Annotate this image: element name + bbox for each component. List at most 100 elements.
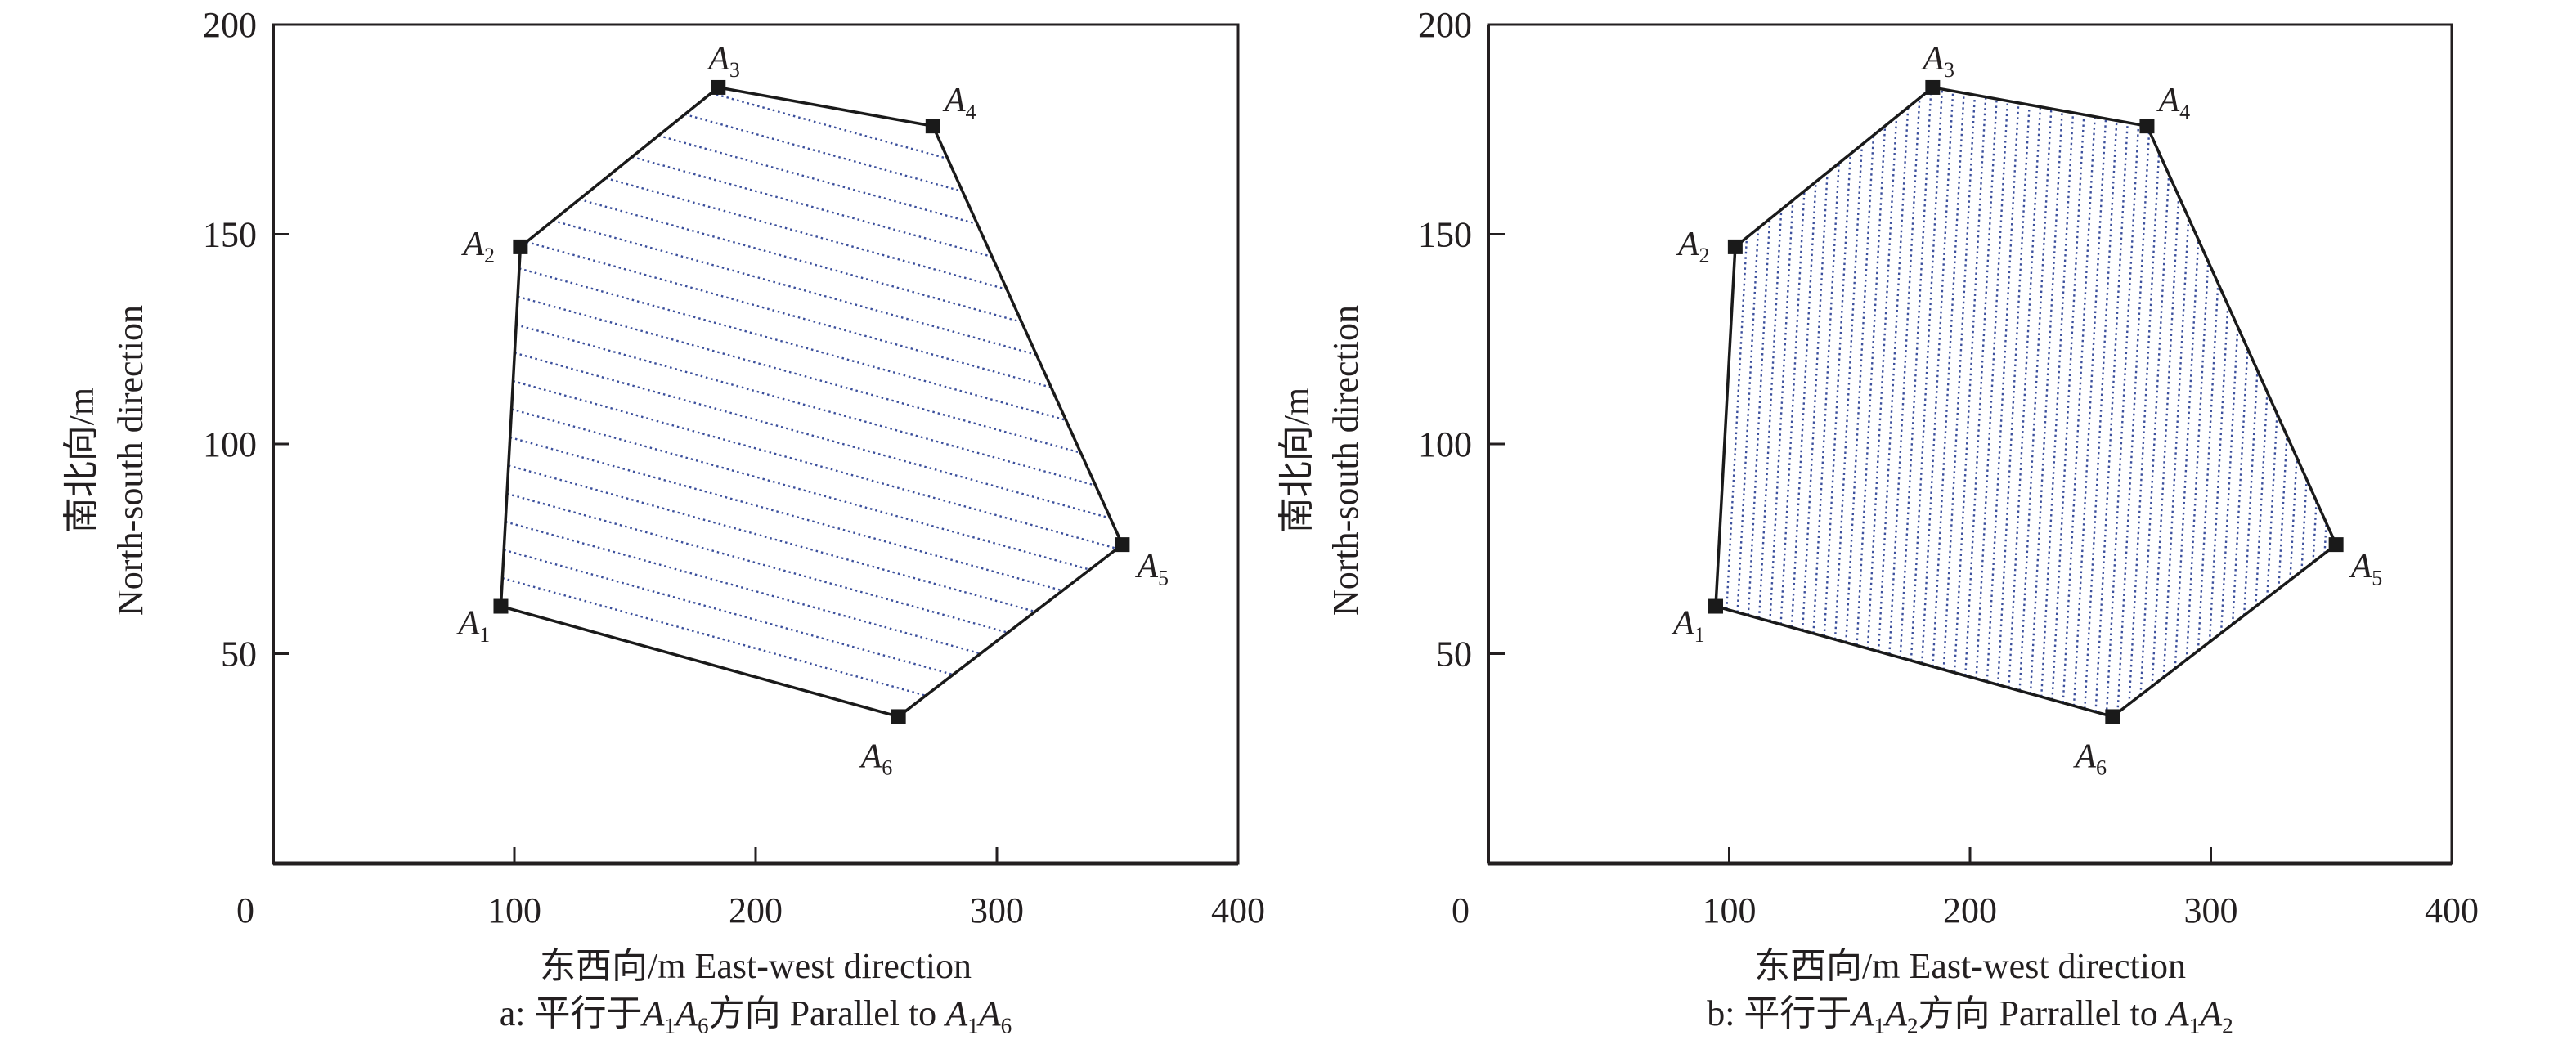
x-tick-label: 0: [1452, 890, 1470, 930]
panel-caption: b: 平行于A1​A2​方向 Parrallel to A1​A2​: [1707, 993, 2233, 1038]
y-tick-label: 100: [203, 424, 257, 464]
hatch-line: [1833, 144, 1864, 640]
hatch-line: [1845, 135, 1875, 643]
vertex-marker-a6: [891, 709, 906, 724]
y-tick-label: 50: [1436, 634, 1472, 675]
hatch-line: [505, 521, 981, 655]
hatch-line: [2040, 112, 2075, 697]
hatch-line: [2174, 240, 2200, 669]
y-axis-label-en: North-south direction: [1326, 305, 1366, 616]
hatch-line: [509, 436, 1063, 592]
y-tick-label: 200: [203, 5, 257, 45]
hatch-line: [1964, 98, 1998, 676]
hatch-line: [2242, 370, 2259, 616]
hatch-line: [1726, 237, 1748, 610]
y-axis-label-cn: 南北向/m: [61, 388, 101, 533]
vertex-label-a6: A6​: [2072, 737, 2107, 779]
hatch-line: [1986, 102, 2020, 682]
hatch-line: [1801, 172, 1829, 631]
x-axis-label: 东西向/m East-west direction: [540, 946, 972, 986]
panel-caption: a: 平行于A1​A6​方向 Parallel to A1​A6​: [500, 993, 1012, 1038]
chart-panel-a: 0 100 200 300 400 50 100 150 200 东西向/m East-west …: [61, 5, 1265, 1038]
x-tick-label: 100: [487, 890, 541, 930]
hatch-line: [2151, 195, 2180, 687]
vertex-label-a5: A5​: [2349, 548, 2383, 590]
hatch-line: [508, 464, 1036, 613]
hatch-line: [1757, 209, 1783, 619]
hatch-line: [2323, 522, 2327, 554]
vertex-label-a1: A1​: [1671, 605, 1705, 647]
y-tick-label: 100: [1418, 424, 1472, 464]
vertex-marker-a5: [2328, 537, 2344, 553]
hatch-line: [502, 576, 927, 697]
vertex-marker-a2: [513, 239, 528, 254]
hatch-line: [503, 549, 954, 676]
hatch-line: [513, 379, 1118, 550]
vertex-marker-a2: [1727, 239, 1743, 254]
hatch-line: [506, 492, 1008, 634]
y-tick-label: 150: [1418, 215, 1472, 255]
plot-frame: [272, 23, 1240, 865]
x-tick-label: 400: [2425, 890, 2479, 930]
hatch-line: [711, 92, 949, 160]
hatch-line: [2128, 152, 2161, 704]
hatch-line: [2219, 326, 2239, 634]
hatch-line: [526, 240, 1052, 389]
x-axis-label: 东西向/m East-west direction: [1754, 946, 2186, 986]
hatch-line: [518, 267, 1066, 422]
vertex-label-a4: A4​: [2156, 82, 2190, 123]
vertex-label-a5: A5​: [1134, 548, 1169, 590]
vertex-label-a4: A4​: [942, 82, 976, 123]
y-tick-label: 200: [1418, 5, 1472, 45]
y-tick-label: 150: [203, 215, 257, 255]
hatch-line: [515, 324, 1097, 486]
y-axis-label-cn: 南北向/m: [1277, 388, 1317, 533]
hatch-group: [1726, 88, 2327, 715]
hatch-line: [517, 295, 1081, 455]
hatch-line: [2029, 110, 2063, 694]
x-tick-label: 100: [1703, 890, 1757, 930]
hatch-line: [2312, 500, 2318, 563]
hatch-line: [2208, 305, 2229, 643]
hatch-line: [2278, 435, 2288, 590]
vertex-marker-a3: [711, 79, 726, 95]
vertex-marker-a3: [1925, 79, 1941, 95]
x-tick-label: 300: [2184, 890, 2238, 930]
hatch-line: [2084, 120, 2118, 710]
hatch-line: [1779, 191, 1806, 625]
hatch-line: [2008, 106, 2042, 688]
hatch-line: [1856, 125, 1887, 646]
hatch-line: [1823, 154, 1851, 637]
vertex-label-a1: A1​: [456, 605, 490, 647]
chart-panel-b: 0 100 200 300 400 50 100 150 200 东西向/m East-west …: [1277, 5, 2479, 1038]
vertex-marker-a4: [925, 119, 940, 134]
hatch-line: [1736, 228, 1760, 612]
vertex-marker-a5: [1115, 537, 1130, 553]
vertex-label-a3: A3​: [1920, 40, 1954, 82]
hatch-line: [1975, 101, 2009, 679]
hatch-line: [511, 408, 1090, 571]
vertex-marker-a1: [493, 598, 509, 614]
hatch-line: [579, 198, 1022, 324]
hatch-line: [1747, 218, 1771, 616]
x-tick-label: 300: [970, 890, 1024, 930]
hatch-line: [2072, 118, 2107, 706]
hatch-line: [605, 177, 1008, 291]
hatch-line: [2197, 283, 2219, 652]
hatch-line: [2255, 392, 2269, 607]
hatch-group: [502, 92, 1118, 697]
hatch-line: [2289, 457, 2298, 581]
y-tick-label: 50: [221, 634, 257, 675]
hatch-line: [2139, 174, 2170, 696]
hatch-line: [1899, 88, 1932, 658]
field-boundary-polygon: [499, 86, 1124, 719]
vertex-marker-a4: [2139, 119, 2155, 134]
hatch-line: [1866, 116, 1898, 649]
hatch-line: [1877, 107, 1910, 652]
hatch-line: [1769, 199, 1794, 622]
x-tick-label: 400: [1211, 890, 1265, 930]
hatch-line: [2231, 348, 2249, 625]
vertex-label-a2: A2​: [460, 226, 495, 267]
field-boundary-polygon: [1714, 86, 2338, 719]
hatch-line: [1932, 92, 1965, 667]
